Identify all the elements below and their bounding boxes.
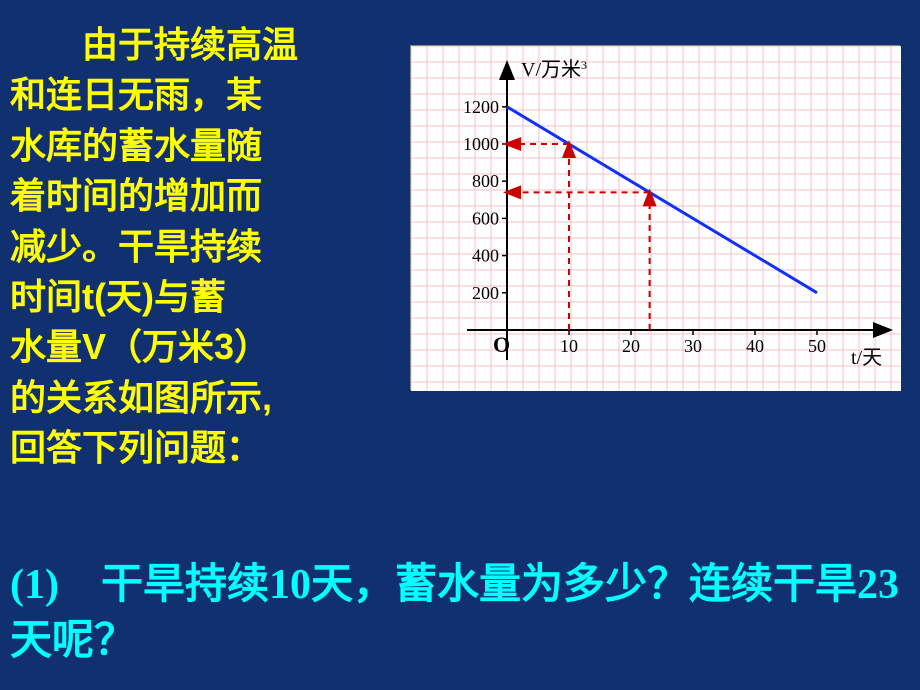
- svg-text:30: 30: [684, 336, 702, 356]
- intro-line: 水量V（万米3）: [10, 326, 270, 367]
- chart-container: 200 400 600 800 1000 1200 10 20 30 40 50 Ot/天 V/万米3: [410, 45, 900, 390]
- intro-line: 着时间的增加而: [10, 175, 262, 216]
- svg-text:400: 400: [472, 246, 499, 266]
- question-text: (1) 干旱持续10天，蓄水量为多少？连续干旱23天呢？: [10, 562, 899, 665]
- svg-text:200: 200: [472, 283, 499, 303]
- svg-text:1200: 1200: [463, 97, 499, 117]
- svg-text:t/天: t/天: [851, 347, 882, 369]
- svg-text:20: 20: [622, 336, 640, 356]
- question-1: (1) 干旱持续10天，蓄水量为多少？连续干旱23天呢？: [10, 557, 920, 670]
- svg-text:10: 10: [560, 336, 578, 356]
- svg-text:1000: 1000: [463, 134, 499, 154]
- intro-line: 的关系如图所示,: [10, 377, 272, 418]
- intro-line: 和连日无雨，某: [10, 74, 262, 115]
- svg-text:40: 40: [746, 336, 764, 356]
- intro-line: 水库的蓄水量随: [10, 125, 262, 166]
- svg-text:50: 50: [808, 336, 826, 356]
- svg-text:V/万米3: V/万米3: [521, 58, 587, 81]
- svg-text:O: O: [493, 332, 510, 357]
- intro-line: 回答下列问题：: [10, 427, 262, 468]
- intro-line: 减少。干旱持续: [10, 226, 262, 267]
- svg-text:800: 800: [472, 171, 499, 191]
- intro-line: 时间t(天)与蓄: [10, 276, 226, 317]
- chart-svg: 200 400 600 800 1000 1200 10 20 30 40 50 Ot/天 V/万米3: [411, 46, 901, 391]
- problem-intro: 由于持续高温 和连日无雨，某 水库的蓄水量随 着时间的增加而 减少。干旱持续 时…: [10, 20, 400, 474]
- intro-line: 由于持续高温: [10, 24, 298, 65]
- svg-text:600: 600: [472, 208, 499, 228]
